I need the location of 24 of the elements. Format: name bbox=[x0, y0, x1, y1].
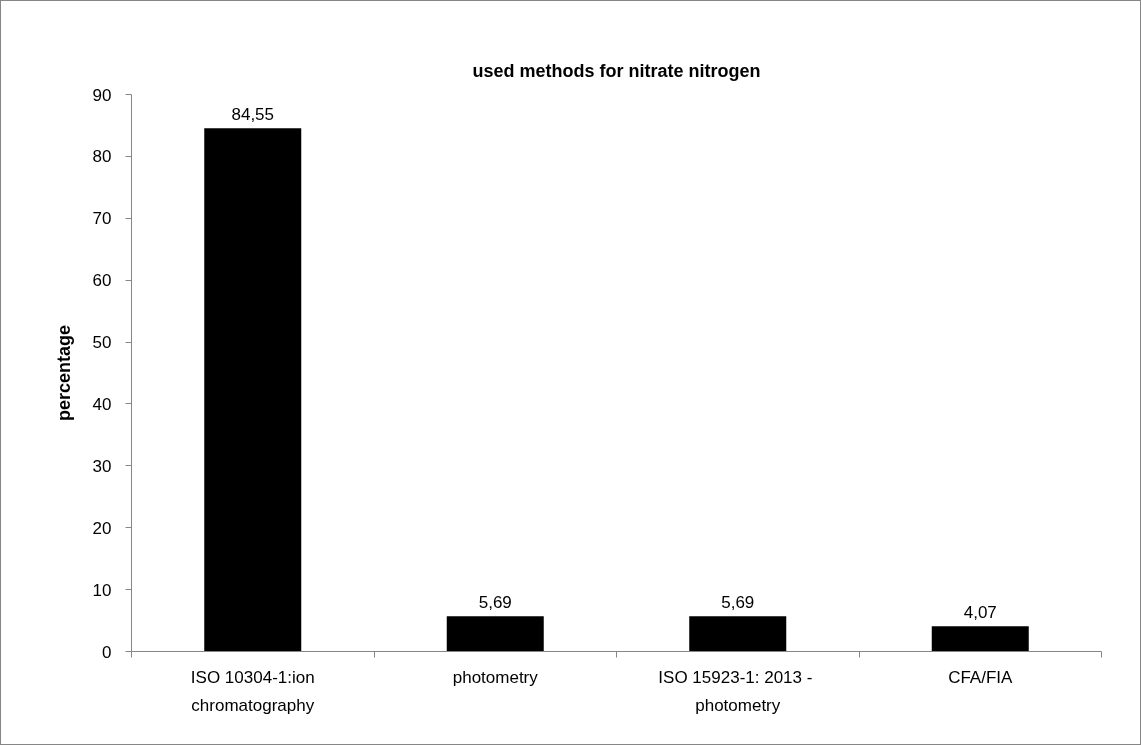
y-tick-label: 50 bbox=[92, 333, 112, 353]
bar bbox=[689, 616, 787, 652]
data-label: 5,69 bbox=[478, 593, 512, 613]
data-label: 84,55 bbox=[231, 105, 275, 125]
y-tick-label: 70 bbox=[92, 209, 112, 229]
x-tick-label: photometry bbox=[452, 667, 539, 687]
y-tick-label: 80 bbox=[92, 147, 112, 167]
y-tick-label: 90 bbox=[92, 85, 112, 105]
x-tick-label: CFA/FIA bbox=[948, 667, 1014, 687]
y-tick-label: 40 bbox=[92, 394, 112, 414]
data-label: 5,69 bbox=[721, 593, 755, 613]
y-tick-label: 10 bbox=[92, 580, 112, 600]
bar bbox=[204, 128, 302, 652]
x-tick-label: ISO 15923-1: 2013 - photometry bbox=[658, 667, 813, 715]
chart-title: used methods for nitrate nitrogen bbox=[472, 60, 761, 81]
y-axis-title: percentage bbox=[53, 324, 74, 422]
y-tick-label: 0 bbox=[102, 642, 112, 662]
y-tick-label: 30 bbox=[92, 456, 112, 476]
y-tick-label: 60 bbox=[92, 271, 112, 291]
bar bbox=[446, 616, 544, 652]
data-label: 4,07 bbox=[963, 603, 997, 623]
y-tick-label: 20 bbox=[92, 518, 112, 538]
x-tick-label: ISO 10304-1:ion chromatography bbox=[190, 667, 315, 715]
bar bbox=[931, 626, 1029, 652]
